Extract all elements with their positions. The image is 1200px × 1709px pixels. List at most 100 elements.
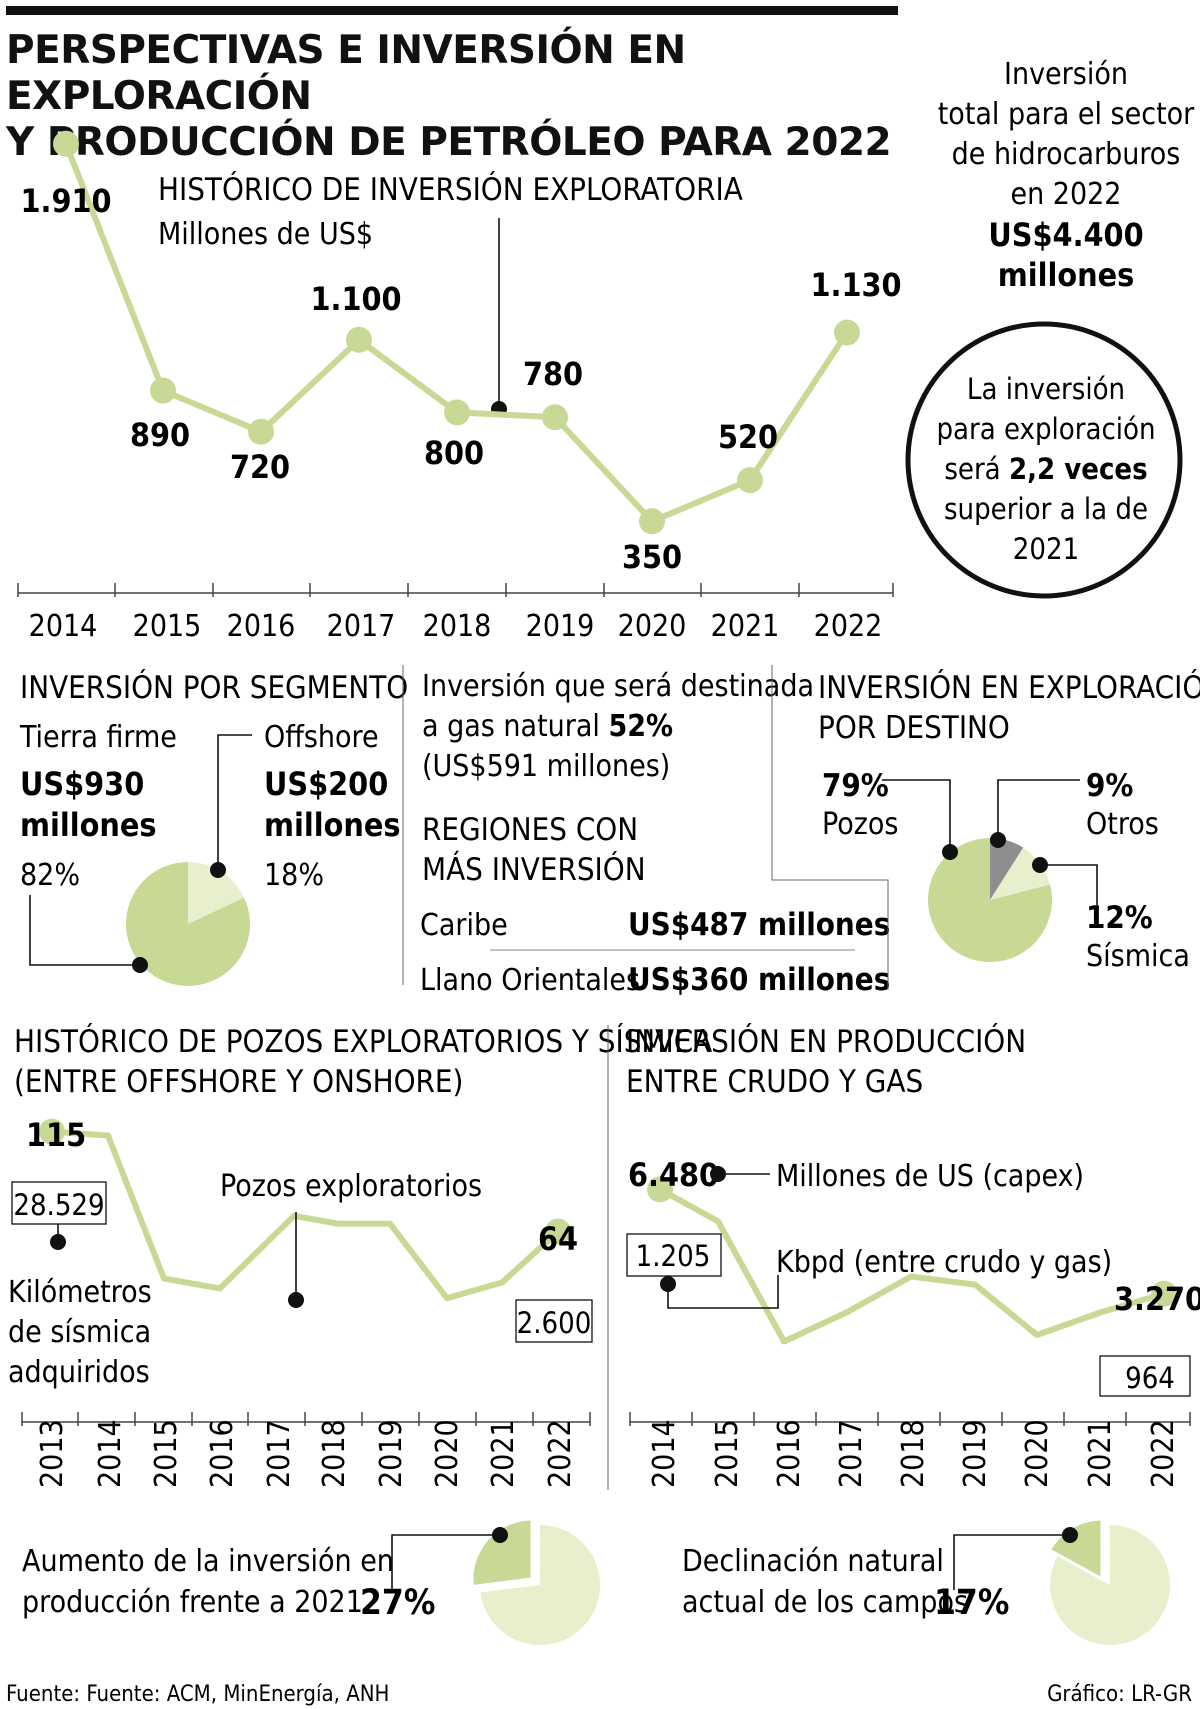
declinacion-line-2: actual de los campos — [682, 1585, 968, 1620]
destino-sismica-pct: 12% — [1086, 900, 1153, 936]
wells-x-label-2013: 2013 — [35, 1419, 70, 1488]
chart1-point-2022 — [834, 319, 860, 346]
gas-line-2-bold: 52% — [608, 709, 673, 744]
wells-km-box-2022 — [515, 1299, 593, 1343]
otros-leader — [997, 779, 1080, 840]
total-line-3: de hidrocarburos — [952, 137, 1181, 172]
chart1-x-label-2017: 2017 — [327, 609, 396, 644]
declinacion-leader — [953, 1534, 1070, 1590]
wells-point-2013 — [39, 1118, 65, 1145]
exploration-investment-chart: HISTÓRICO DE INVERSIÓN EXPLORATORIA Mill… — [17, 130, 902, 644]
chart1-label-2021: 520 — [718, 418, 778, 456]
wells-x-label-2014: 2014 — [93, 1419, 128, 1488]
wells-km-box-2013 — [11, 1181, 107, 1225]
prod-x-ticks — [629, 1412, 1191, 1426]
wells-section: HISTÓRICO DE POZOS EXPLORATORIOS Y SÍSMI… — [8, 1023, 712, 1490]
note-line-1: La inversión — [967, 372, 1125, 406]
total-line-1: Inversión — [1004, 57, 1128, 92]
segment-section: INVERSIÓN POR SEGMENTO Tierra firme US$9… — [19, 669, 408, 986]
sismica-leader — [1040, 864, 1098, 905]
wells-point-2022 — [545, 1218, 571, 1245]
chart1-point-2015 — [150, 377, 176, 404]
chart1-label-2015: 890 — [130, 416, 190, 454]
declinacion-value: 17% — [934, 1583, 1009, 1623]
gas-line-2: a gas natural 52% — [422, 709, 673, 744]
segment-right-unit: millones — [264, 806, 401, 844]
region-name-llanos: Llano Orientales — [420, 963, 640, 998]
total-investment-box: Inversión total para el sector de hidroc… — [938, 57, 1195, 294]
production-section: INVERSIÓN EN PRODUCCIÓN ENTRE CRUDO Y GA… — [626, 1023, 1200, 1488]
chart1-point-2018 — [444, 399, 470, 426]
chart1-x-label-2018: 2018 — [423, 609, 492, 644]
wells-series-line — [51, 1128, 561, 1302]
total-unit: millones — [998, 256, 1135, 294]
prod-point-2014 — [647, 1176, 673, 1203]
wells-x-label-2019: 2019 — [374, 1419, 409, 1488]
aumento-value: 27% — [360, 1583, 435, 1623]
offshore-leader-dot — [210, 862, 226, 878]
title-line-2: Y PRODUCCIÓN DE PETRÓLEO PARA 2022 — [6, 120, 892, 165]
bottom-row: Aumento de la inversión en producción fr… — [22, 1517, 1170, 1646]
chart1-label-2014: 1.910 — [20, 182, 111, 220]
gas-line-2-pre: a gas natural — [422, 709, 608, 744]
segment-left-amount: US$930 — [20, 765, 144, 803]
segment-right-pct: 18% — [264, 858, 324, 893]
chart1-label-2016: 720 — [230, 448, 290, 486]
aumento-line-1: Aumento de la inversión en — [22, 1544, 394, 1579]
destino-otros-pct: 9% — [1086, 768, 1133, 804]
wells-x-label-2021: 2021 — [486, 1419, 521, 1488]
chart1-label-2018: 800 — [424, 434, 484, 472]
pie-slice-pozos — [927, 838, 1052, 962]
prod-x-label-2019: 2019 — [958, 1419, 993, 1488]
page-title: PERSPECTIVAS E INVERSIÓN EN EXPLORACIÓN … — [6, 28, 906, 166]
prod-title-1: INVERSIÓN EN PRODUCCIÓN — [626, 1023, 1026, 1060]
prod-label-2022: 3.270 — [1114, 1280, 1200, 1318]
prod-x-label-2016: 2016 — [772, 1419, 807, 1488]
tierra-leader-dot — [132, 957, 148, 973]
prod-kbpd-2014: 1.205 — [636, 1239, 711, 1273]
aumento-leader — [391, 1534, 500, 1590]
pie-slice-otros — [990, 838, 1024, 900]
wells-title-2: (ENTRE OFFSHORE Y ONSHORE) — [14, 1064, 463, 1100]
gas-line-3: (US$591 millones) — [422, 749, 670, 784]
region-value-caribe: US$487 millones — [628, 907, 890, 943]
pie-slice-aumento-rest — [480, 1525, 600, 1646]
region-value-llanos: US$360 millones — [628, 962, 890, 998]
pie-slice-tierra-firme — [125, 862, 250, 986]
region-name-caribe: Caribe — [420, 908, 508, 943]
capex-label: Millones de US (capex) — [776, 1159, 1084, 1194]
declinacion-line-1: Declinación natural — [682, 1544, 944, 1579]
chart1-x-label-2020: 2020 — [618, 609, 687, 644]
total-amount: US$4.400 — [988, 216, 1143, 254]
chart1-x-tick-labels: 2014 2015 2016 2017 2018 2019 2020 2021 2022 — [29, 609, 883, 644]
aumento-line-2: producción frente a 2021 — [22, 1585, 363, 1620]
prod-kbpd-box-2014 — [626, 1233, 722, 1277]
destino-pozos-label: Pozos — [822, 807, 898, 842]
pie-slice-declinacion-rest — [1049, 1525, 1170, 1646]
chart1-x-label-2022: 2022 — [814, 609, 883, 644]
wells-x-label-2015: 2015 — [149, 1419, 184, 1488]
chart1-x-label-2014: 2014 — [29, 609, 98, 644]
chart1-point-2021 — [737, 467, 763, 494]
prod-kbpd-box-2022 — [1099, 1355, 1191, 1397]
pozos-leader — [882, 779, 951, 852]
destino-title-1: INVERSIÓN EN EXPLORACIÓN — [818, 669, 1200, 706]
chart1-point-2020 — [639, 508, 665, 535]
prod-x-label-2020: 2020 — [1020, 1419, 1055, 1488]
wells-x-tick-labels: 2013 2014 2015 2016 2017 2018 2019 2020 2021 2022 — [35, 1419, 578, 1488]
pie-slice-aumento — [470, 1517, 534, 1589]
chart1-points — [53, 130, 860, 535]
pozos-series-leader-dot — [288, 1292, 304, 1308]
total-line-2: total para el sector — [938, 97, 1195, 132]
note-line-4: superior a la de — [944, 492, 1148, 526]
gas-line-1: Inversión que será destinada — [422, 669, 814, 704]
note-line-3: será 2,2 veces — [944, 452, 1147, 486]
segment-pie — [125, 862, 250, 986]
note-line-2: para exploración — [936, 412, 1155, 446]
wells-x-ticks — [21, 1412, 591, 1426]
tierra-leader — [29, 895, 140, 966]
chart1-subtitle: Millones de US$ — [158, 217, 373, 252]
chart1-x-ticks — [17, 583, 894, 597]
segment-right-amount: US$200 — [264, 765, 388, 803]
prod-x-label-2017: 2017 — [834, 1419, 869, 1488]
